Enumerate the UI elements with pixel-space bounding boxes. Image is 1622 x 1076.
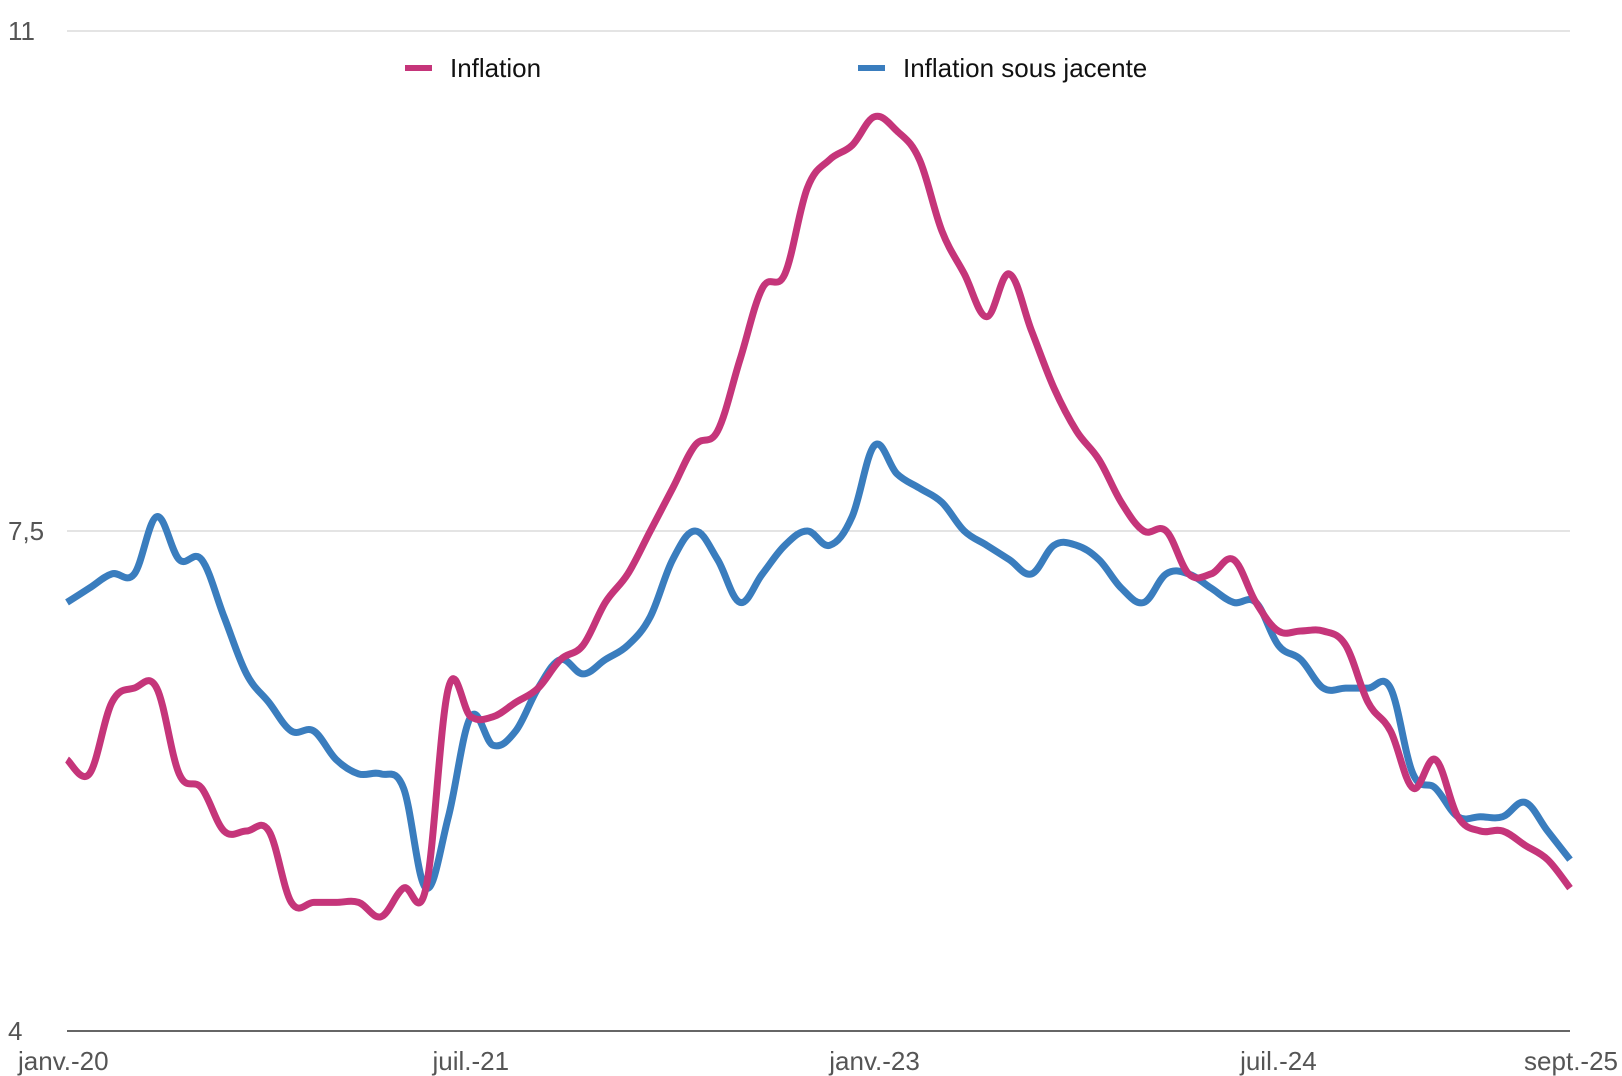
x-tick-label: janv.-23 <box>828 1046 920 1076</box>
legend-label-inflation: Inflation <box>450 53 541 83</box>
legend-label-inflation-sous-jacente: Inflation sous jacente <box>903 53 1147 83</box>
y-tick-label: 7,5 <box>8 516 44 546</box>
series-line-inflation <box>64 112 1573 921</box>
legend-item-inflation[interactable]: Inflation <box>405 53 541 83</box>
x-tick-label: sept.-25 <box>1524 1046 1618 1076</box>
x-tick-label: juil.-21 <box>431 1046 509 1076</box>
x-tick-label: juil.-24 <box>1239 1046 1317 1076</box>
series-line-inflation-sous-jacente <box>65 440 1573 892</box>
legend: Inflation Inflation sous jacente <box>405 53 1147 83</box>
axis-layer: 4 7,5 11 janv.-20 juil.-21 janv.-23 juil.-24 se… <box>8 16 1618 1076</box>
y-tick-label: 4 <box>8 1016 22 1046</box>
x-tick-label: janv.-20 <box>17 1046 109 1076</box>
legend-item-inflation-sous-jacente[interactable]: Inflation sous jacente <box>858 53 1147 83</box>
grid-layer <box>67 30 1570 532</box>
y-tick-label: 11 <box>8 16 35 46</box>
series-layer <box>64 112 1573 921</box>
